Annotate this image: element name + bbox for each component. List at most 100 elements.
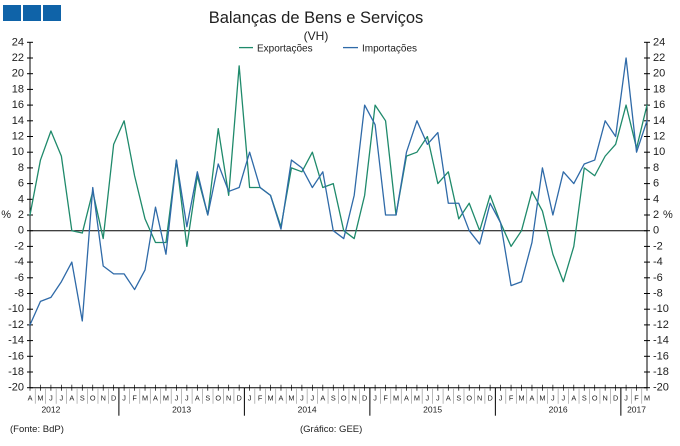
svg-text:D: D xyxy=(613,394,618,403)
svg-text:2: 2 xyxy=(18,209,24,221)
svg-text:J: J xyxy=(373,394,377,403)
svg-text:6: 6 xyxy=(18,178,24,190)
svg-text:-10: -10 xyxy=(653,303,669,315)
svg-text:A: A xyxy=(404,394,409,403)
svg-text:J: J xyxy=(624,394,628,403)
svg-text:N: N xyxy=(226,394,231,403)
svg-text:M: M xyxy=(644,394,650,403)
svg-text:J: J xyxy=(49,394,53,403)
svg-text:A: A xyxy=(28,394,33,403)
svg-text:J: J xyxy=(175,394,179,403)
svg-text:-16: -16 xyxy=(8,350,24,362)
svg-text:14: 14 xyxy=(653,115,665,127)
svg-text:A: A xyxy=(153,394,158,403)
svg-text:20: 20 xyxy=(653,68,665,80)
svg-text:-18: -18 xyxy=(653,366,669,378)
svg-text:A: A xyxy=(279,394,284,403)
svg-text:6: 6 xyxy=(653,178,659,190)
svg-text:-20: -20 xyxy=(8,382,24,394)
svg-text:24: 24 xyxy=(653,36,665,48)
svg-text:-14: -14 xyxy=(653,335,669,347)
svg-text:8: 8 xyxy=(653,162,659,174)
svg-text:16: 16 xyxy=(12,99,24,111)
svg-text:-4: -4 xyxy=(14,256,24,268)
svg-text:-2: -2 xyxy=(14,240,24,252)
svg-text:M: M xyxy=(539,394,545,403)
svg-text:O: O xyxy=(592,394,598,403)
svg-text:-8: -8 xyxy=(14,288,24,300)
svg-text:2: 2 xyxy=(653,209,659,221)
svg-text:2013: 2013 xyxy=(172,405,191,415)
svg-text:10: 10 xyxy=(653,146,665,158)
svg-text:M: M xyxy=(37,394,43,403)
svg-text:M: M xyxy=(267,394,273,403)
svg-text:J: J xyxy=(562,394,566,403)
svg-text:2016: 2016 xyxy=(549,405,568,415)
svg-text:2015: 2015 xyxy=(423,405,442,415)
svg-text:%: % xyxy=(663,209,673,221)
svg-text:A: A xyxy=(69,394,74,403)
svg-text:2014: 2014 xyxy=(298,405,317,415)
svg-text:18: 18 xyxy=(12,83,24,95)
svg-text:O: O xyxy=(341,394,347,403)
svg-text:-12: -12 xyxy=(653,319,669,331)
svg-text:M: M xyxy=(393,394,399,403)
svg-text:-20: -20 xyxy=(653,382,669,394)
svg-text:4: 4 xyxy=(653,193,659,205)
svg-text:14: 14 xyxy=(12,115,24,127)
svg-text:A: A xyxy=(530,394,535,403)
svg-text:J: J xyxy=(551,394,555,403)
svg-text:10: 10 xyxy=(12,146,24,158)
svg-text:%: % xyxy=(1,209,11,221)
svg-text:D: D xyxy=(111,394,116,403)
svg-text:2012: 2012 xyxy=(41,405,60,415)
svg-text:S: S xyxy=(456,394,461,403)
svg-text:J: J xyxy=(426,394,430,403)
svg-text:-18: -18 xyxy=(8,366,24,378)
svg-text:S: S xyxy=(80,394,85,403)
svg-text:O: O xyxy=(215,394,221,403)
svg-text:J: J xyxy=(60,394,64,403)
svg-text:F: F xyxy=(383,394,388,403)
svg-text:M: M xyxy=(288,394,294,403)
svg-text:S: S xyxy=(331,394,336,403)
svg-text:N: N xyxy=(477,394,482,403)
svg-text:0: 0 xyxy=(18,225,24,237)
svg-text:J: J xyxy=(122,394,126,403)
svg-text:N: N xyxy=(603,394,608,403)
svg-text:N: N xyxy=(352,394,357,403)
svg-text:8: 8 xyxy=(18,162,24,174)
svg-text:-6: -6 xyxy=(653,272,663,284)
svg-text:22: 22 xyxy=(12,52,24,64)
svg-text:M: M xyxy=(518,394,524,403)
svg-text:M: M xyxy=(163,394,169,403)
svg-text:J: J xyxy=(499,394,503,403)
svg-text:J: J xyxy=(300,394,304,403)
svg-text:A: A xyxy=(571,394,576,403)
svg-text:F: F xyxy=(132,394,137,403)
svg-text:F: F xyxy=(258,394,263,403)
svg-text:22: 22 xyxy=(653,52,665,64)
svg-text:D: D xyxy=(362,394,367,403)
svg-text:12: 12 xyxy=(12,131,24,143)
svg-text:A: A xyxy=(320,394,325,403)
svg-text:O: O xyxy=(466,394,472,403)
svg-text:M: M xyxy=(142,394,148,403)
svg-text:12: 12 xyxy=(653,131,665,143)
svg-text:S: S xyxy=(582,394,587,403)
svg-text:0: 0 xyxy=(653,225,659,237)
svg-text:18: 18 xyxy=(653,83,665,95)
svg-text:-6: -6 xyxy=(14,272,24,284)
svg-text:-2: -2 xyxy=(653,240,663,252)
svg-text:D: D xyxy=(237,394,242,403)
svg-text:-12: -12 xyxy=(8,319,24,331)
svg-text:J: J xyxy=(436,394,440,403)
svg-text:16: 16 xyxy=(653,99,665,111)
svg-text:4: 4 xyxy=(18,193,24,205)
svg-text:D: D xyxy=(487,394,492,403)
svg-text:2017: 2017 xyxy=(627,405,646,415)
svg-text:N: N xyxy=(101,394,106,403)
svg-text:O: O xyxy=(90,394,96,403)
svg-text:-4: -4 xyxy=(653,256,663,268)
svg-text:J: J xyxy=(311,394,315,403)
